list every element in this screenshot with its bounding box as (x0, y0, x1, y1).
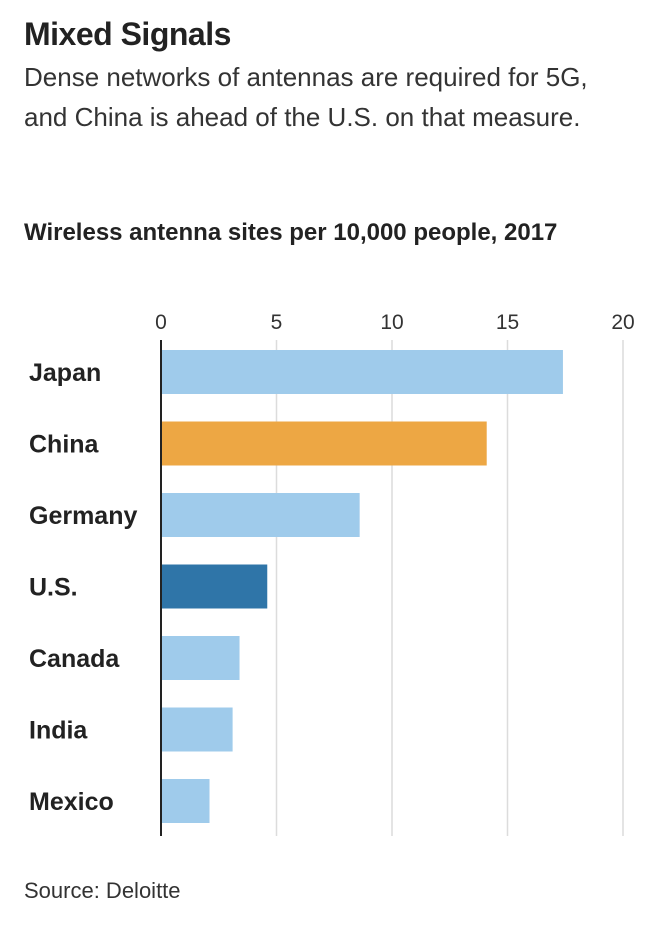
chart-subtitle: Dense networks of antennas are required … (24, 62, 588, 132)
bars (161, 350, 563, 823)
bar-canada (161, 636, 240, 680)
category-label: U.S. (29, 574, 78, 602)
chart-title: Mixed Signals (24, 16, 231, 52)
category-labels: Japan China Germany U.S. Canada India Mexico (29, 359, 137, 816)
category-label: China (29, 431, 100, 459)
bar-chart: 0 5 10 15 20 Japan China Germany U.S. Canada Indi… (29, 311, 635, 836)
bar-china (161, 421, 487, 466)
bar-u-s (161, 564, 268, 609)
bar-india (161, 707, 233, 752)
category-label: Mexico (29, 788, 114, 816)
category-label: Canada (29, 645, 120, 673)
x-tick-labels: 0 5 10 15 20 (155, 311, 635, 334)
category-label: Germany (29, 502, 137, 530)
bar-germany (161, 493, 360, 537)
gridlines (275, 340, 624, 836)
source-note: Source: Deloitte (24, 878, 181, 903)
bar-japan (161, 350, 563, 394)
x-tick-label: 5 (271, 311, 283, 334)
chart-heading: Wireless antenna sites per 10,000 people… (24, 219, 558, 246)
x-tick-label: 10 (380, 311, 403, 334)
x-tick-label: 20 (611, 311, 634, 334)
bar-mexico (161, 779, 210, 823)
category-label: India (29, 717, 88, 745)
category-label: Japan (29, 359, 101, 387)
x-tick-label: 0 (155, 311, 167, 334)
x-tick-label: 15 (496, 311, 519, 334)
